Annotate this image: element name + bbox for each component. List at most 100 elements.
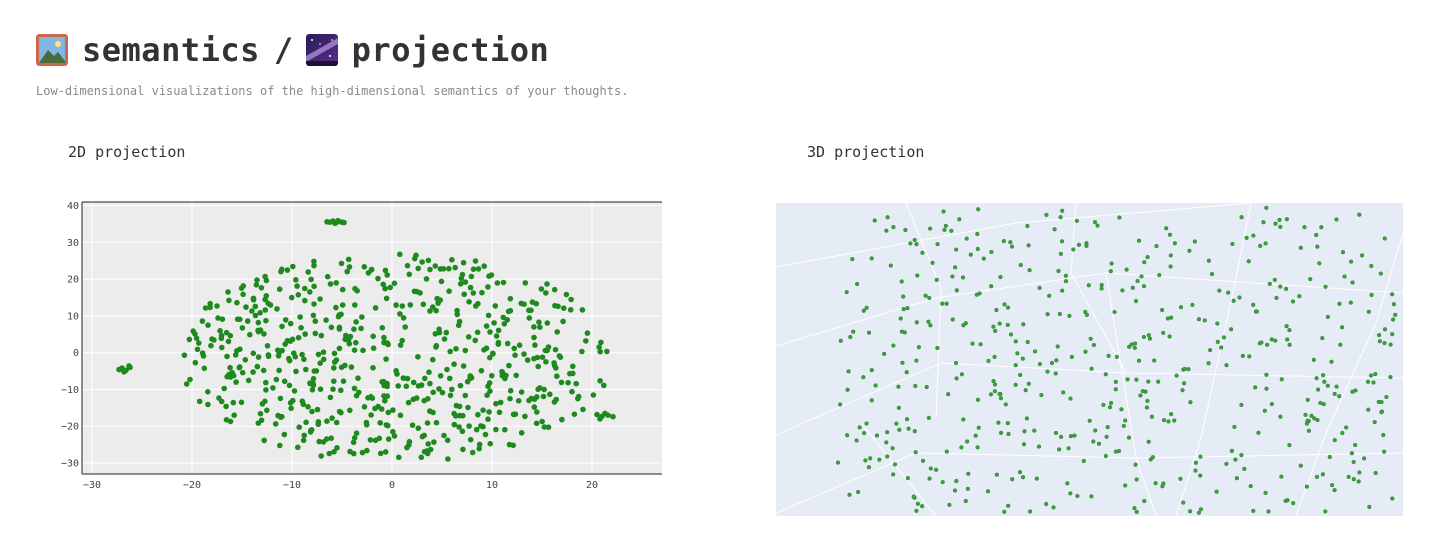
data-point[interactable] <box>487 440 494 447</box>
data-point-3d[interactable] <box>1037 285 1042 290</box>
data-point-3d[interactable] <box>845 387 850 392</box>
data-point-3d[interactable] <box>1051 505 1056 510</box>
data-point-3d[interactable] <box>1303 412 1308 417</box>
data-point-3d[interactable] <box>1325 314 1330 319</box>
data-point-3d[interactable] <box>1340 250 1346 255</box>
data-point[interactable] <box>415 354 421 360</box>
data-point[interactable] <box>318 332 325 339</box>
data-point[interactable] <box>225 289 231 295</box>
data-point-3d[interactable] <box>1109 400 1114 406</box>
data-point[interactable] <box>232 352 239 358</box>
data-point-3d[interactable] <box>952 488 958 493</box>
data-point[interactable] <box>194 346 201 353</box>
data-point-3d[interactable] <box>1145 254 1150 260</box>
data-point-3d[interactable] <box>1182 381 1187 386</box>
data-point[interactable] <box>531 324 537 330</box>
data-point[interactable] <box>602 410 608 417</box>
data-point-3d[interactable] <box>1372 420 1377 425</box>
data-point[interactable] <box>543 290 549 296</box>
data-point-3d[interactable] <box>940 301 945 306</box>
data-point[interactable] <box>302 297 308 304</box>
data-point-3d[interactable] <box>1361 456 1367 461</box>
data-point[interactable] <box>320 349 327 355</box>
chart-2d-projection[interactable]: −30 −20 −10 0 10 20 −30 −20 −10 0 10 20 30 40 <box>60 196 670 496</box>
data-point[interactable] <box>327 281 334 287</box>
data-point[interactable] <box>301 356 307 363</box>
data-point-3d[interactable] <box>1108 269 1113 274</box>
data-point-3d[interactable] <box>1149 414 1154 419</box>
data-point[interactable] <box>328 324 335 331</box>
data-point[interactable] <box>275 347 281 353</box>
data-point[interactable] <box>601 382 607 389</box>
data-point-3d[interactable] <box>1060 288 1065 293</box>
data-point-3d[interactable] <box>1314 232 1319 238</box>
data-point-3d[interactable] <box>1278 414 1283 419</box>
data-point-3d[interactable] <box>1382 341 1387 346</box>
data-point-3d[interactable] <box>1262 408 1267 413</box>
data-point[interactable] <box>393 368 399 374</box>
data-point-3d[interactable] <box>1198 473 1203 478</box>
data-point-3d[interactable] <box>1134 509 1139 514</box>
data-point[interactable] <box>524 357 531 363</box>
data-point-3d[interactable] <box>1305 397 1310 402</box>
data-point[interactable] <box>372 305 379 311</box>
data-point-3d[interactable] <box>1109 261 1114 266</box>
data-point-3d[interactable] <box>975 397 981 402</box>
data-point-3d[interactable] <box>1298 463 1303 468</box>
data-point-3d[interactable] <box>1334 384 1339 389</box>
data-point[interactable] <box>335 217 341 224</box>
data-point-3d[interactable] <box>1196 510 1201 515</box>
data-point-3d[interactable] <box>1390 496 1395 501</box>
data-point[interactable] <box>252 303 259 310</box>
data-point-3d[interactable] <box>1206 361 1211 366</box>
data-point-3d[interactable] <box>1357 470 1362 475</box>
data-point[interactable] <box>494 280 501 286</box>
data-point-3d[interactable] <box>966 471 971 476</box>
data-point-3d[interactable] <box>1224 461 1229 466</box>
data-point-3d[interactable] <box>1172 241 1177 246</box>
data-point[interactable] <box>475 266 482 272</box>
data-point-3d[interactable] <box>1291 501 1296 506</box>
data-point[interactable] <box>473 303 479 309</box>
data-point-3d[interactable] <box>1193 460 1198 465</box>
data-point[interactable] <box>333 304 339 311</box>
data-point-3d[interactable] <box>1344 425 1349 430</box>
data-point-3d[interactable] <box>1045 369 1050 374</box>
data-point-3d[interactable] <box>863 458 868 463</box>
data-point-3d[interactable] <box>1377 339 1382 344</box>
data-point[interactable] <box>544 281 550 287</box>
data-point[interactable] <box>239 325 246 331</box>
data-point-3d[interactable] <box>912 429 917 434</box>
data-point-3d[interactable] <box>1239 402 1244 407</box>
data-point[interactable] <box>478 423 484 429</box>
data-point[interactable] <box>209 336 215 342</box>
data-point[interactable] <box>264 407 270 414</box>
data-point-3d[interactable] <box>1337 394 1342 399</box>
data-point[interactable] <box>468 374 475 381</box>
data-point-3d[interactable] <box>1188 400 1193 405</box>
data-point[interactable] <box>396 454 402 461</box>
data-point[interactable] <box>324 219 330 225</box>
data-point[interactable] <box>580 406 586 413</box>
data-point[interactable] <box>433 342 440 349</box>
data-point-3d[interactable] <box>954 288 959 293</box>
data-point-3d[interactable] <box>1284 286 1289 291</box>
data-point-3d[interactable] <box>1239 453 1244 458</box>
data-point[interactable] <box>305 404 311 410</box>
data-point-3d[interactable] <box>891 343 896 348</box>
data-point[interactable] <box>397 342 404 348</box>
data-point[interactable] <box>541 386 547 393</box>
data-point[interactable] <box>458 275 465 282</box>
data-point[interactable] <box>333 280 340 286</box>
data-point[interactable] <box>402 324 409 330</box>
data-point-3d[interactable] <box>1287 443 1292 448</box>
data-point-3d[interactable] <box>943 223 948 228</box>
data-point-3d[interactable] <box>1160 307 1165 313</box>
data-point[interactable] <box>496 409 503 416</box>
data-point-3d[interactable] <box>1166 419 1171 424</box>
data-point[interactable] <box>473 426 480 433</box>
data-point-3d[interactable] <box>1323 284 1328 289</box>
data-point-3d[interactable] <box>1032 428 1037 433</box>
data-point[interactable] <box>557 354 564 360</box>
data-point[interactable] <box>432 263 439 269</box>
